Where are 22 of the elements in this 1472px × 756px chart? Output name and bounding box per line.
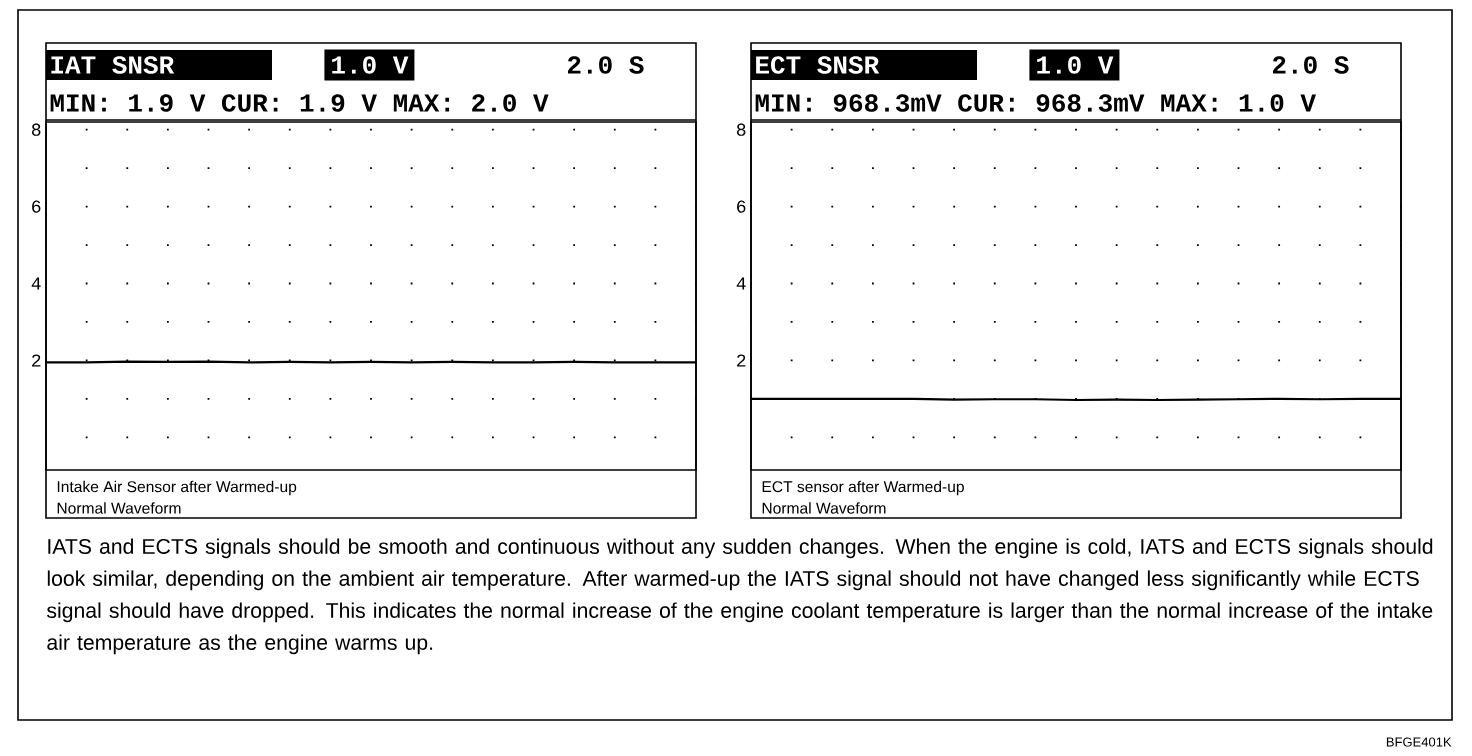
text: 1.0 V (332, 56, 409, 74)
text: 2.0 S (567, 56, 644, 74)
y-tick-label: 6 (32, 200, 41, 213)
y-tick-label: 4 (736, 277, 746, 290)
y-tick-label: 2 (32, 354, 41, 367)
chart-subtitle: MIN: 968.3mV CUR: 968.3mV MAX: 1.0 V (755, 94, 1316, 112)
y-tick-label: 4 (31, 277, 41, 290)
chart-title: IAT SNSR (51, 56, 175, 74)
text: ECT sensor after Warmed-up (762, 480, 964, 496)
y-tick-label: 8 (736, 123, 746, 136)
text: Normal Waveform (57, 502, 181, 514)
text: 1.0 V (1037, 56, 1114, 74)
y-tick-label: 8 (31, 123, 41, 136)
text: IATS and ECTS signals should be smooth and continuous without any sudden changes. When the engine is cold, IATS and ECTS signals should look similar, depending on the ambient air temperature. After warmed-up the IATS signal should not have changed less significantly while ECTS signal should have dropped. This indicates the normal increase of the engine coolant temperature is larger than the normal increase of the intake air temperature as the engine warms up. (47, 538, 1433, 655)
text: BFGE401K (1386, 737, 1452, 747)
chart-title: ECT SNSR (756, 56, 880, 74)
text: Normal Waveform (762, 502, 886, 514)
y-tick-label: 2 (737, 354, 746, 367)
text: 2.0 S (1272, 56, 1349, 74)
text: Intake Air Sensor after Warmed-up (57, 480, 297, 496)
y-tick-label: 6 (737, 200, 746, 213)
chart-subtitle: MIN: 1.9 V CUR: 1.9 V MAX: 2.0 V (50, 94, 549, 112)
